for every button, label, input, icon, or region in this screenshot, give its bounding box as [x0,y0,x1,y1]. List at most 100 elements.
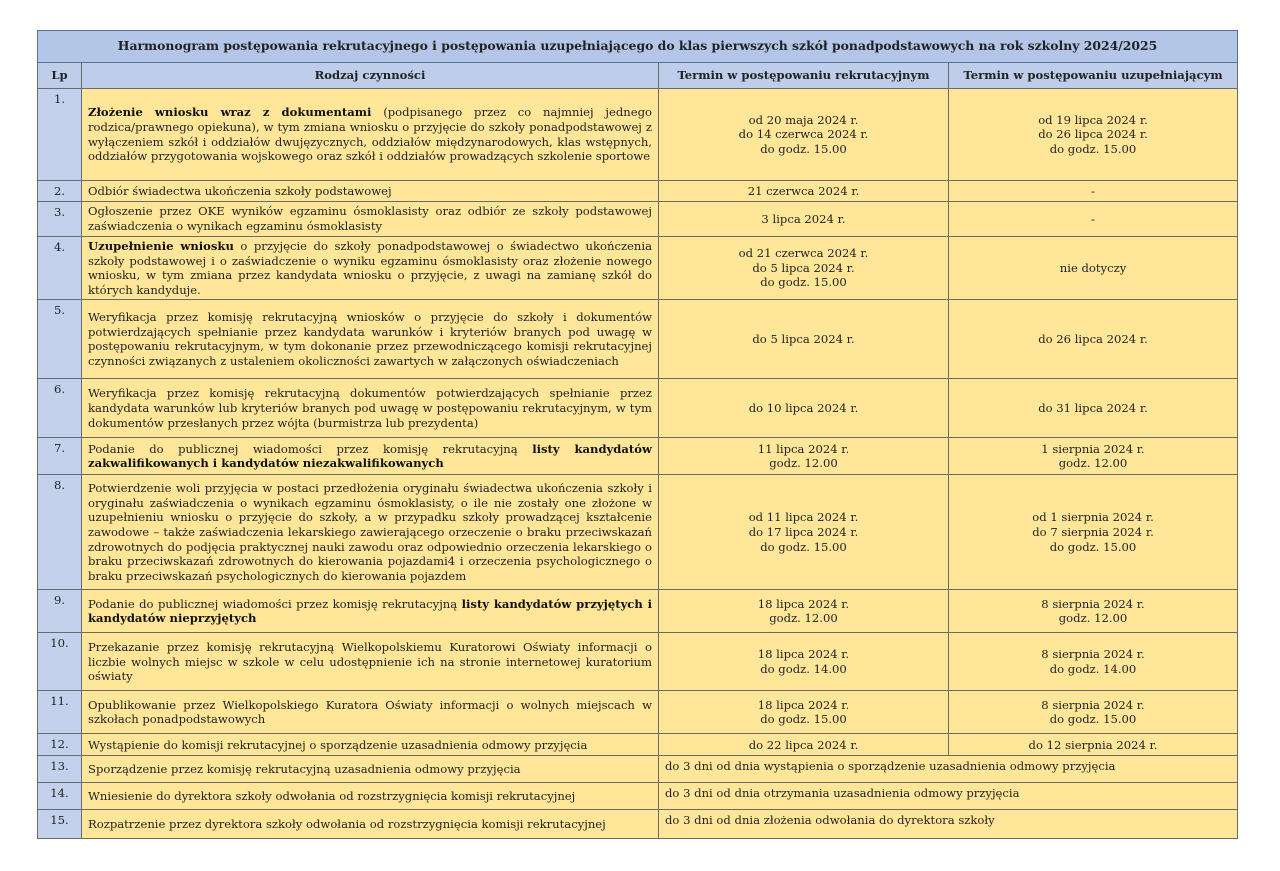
deadline-line: godz. 12.00 [1058,456,1128,471]
deadline-line: 3 lipca 2024 r. [761,211,846,226]
row-number: 1. [37,88,82,181]
deadline-line: do godz. 15.00 [1049,712,1137,727]
row-number: 13. [37,755,82,784]
deadline-line: do 22 lipca 2024 r. [748,737,859,752]
deadline-line: 21 czerwca 2024 r. [747,183,860,198]
deadline-line: od 19 lipca 2024 r. [1038,112,1148,127]
deadline-line: do godz. 14.00 [1049,661,1137,676]
table-row: 13. Sporządzenie przez komisję rekrutacyj… [37,755,1239,784]
recruitment-deadline: 3 lipca 2024 r. [658,201,949,237]
deadline-line: - [1091,211,1095,226]
deadline-line: do 5 lipca 2024 r. [752,260,855,275]
recruitment-deadline: 21 czerwca 2024 r. [658,180,949,202]
deadline-line: do 14 czerwca 2024 r. [738,127,869,142]
table-row: 15. Rozpatrzenie przez dyrektora szkoły o… [37,809,1239,840]
deadline-line: do godz. 15.00 [760,539,847,554]
deadline-line: - [1091,183,1095,198]
row-number: 6. [37,378,82,439]
table-row: 2. Odbiór świadectwa ukończenia szkoły po… [37,180,1239,202]
deadline-line: od 21 czerwca 2024 r. [738,246,869,261]
deadline-line: do 26 lipca 2024 r. [1038,332,1148,347]
activity-text: Potwierdzenie woli przyjęcia w postaci p… [88,481,652,583]
activity-cell: Ogłoszenie przez OKE wyników egzaminu ós… [81,201,659,237]
deadline-line: do 26 lipca 2024 r. [1038,127,1148,142]
supplementary-deadline: 8 sierpnia 2024 r. do godz. 15.00 [947,690,1239,735]
recruitment-deadline: 18 lipca 2024 r. godz. 12.00 [658,589,949,634]
supplementary-deadline: do 31 lipca 2024 r. [947,378,1239,439]
activity-text: (podpisanego przez co najmniej jednego r… [88,105,652,164]
activity-cell: Weryfikacja przez komisję rekrutacyjną w… [81,299,659,380]
activity-cell: Opublikowanie przez Wielkopolskiego Kura… [81,690,659,735]
deadline-line: do 5 lipca 2024 r. [752,332,855,347]
supplementary-deadline: 8 sierpnia 2024 r. do godz. 14.00 [947,632,1239,692]
header-lp: Lp [37,62,82,89]
table-row: 6. Weryfikacja przez komisję rekrutacyjną… [37,378,1239,439]
deadline-line: 8 sierpnia 2024 r. [1041,596,1145,611]
table-row: 11. Opublikowanie przez Wielkopolskiego K… [37,690,1239,735]
supplementary-deadline: od 1 sierpnia 2024 r. do 7 sierpnia 2024 … [947,474,1239,591]
activity-cell: Wniesienie do dyrektora szkoły odwołania… [81,782,659,811]
deadline-line: do 17 lipca 2024 r. [748,525,859,540]
recruitment-deadline: od 11 lipca 2024 r. do 17 lipca 2024 r. do… [658,474,949,591]
recruitment-deadline: do 22 lipca 2024 r. [658,733,949,757]
row-number: 5. [37,299,82,380]
deadline-merged: do 3 dni od dnia otrzymania uzasadnienia… [657,782,1239,811]
table-row: 9. Podanie do publicznej wiadomości przez… [37,589,1239,634]
activity-cell: Podanie do publicznej wiadomości przez k… [81,589,659,634]
deadline-merged: do 3 dni od dnia złożenia odwołania do d… [657,809,1239,840]
deadline-line: 18 lipca 2024 r. [757,596,850,611]
deadline-line: do 31 lipca 2024 r. [1038,401,1148,416]
deadline-line: do godz. 15.00 [760,275,847,290]
header-term2: Termin w postępowaniu uzupełniającym [947,62,1239,89]
activity-cell: Potwierdzenie woli przyjęcia w postaci p… [81,474,659,591]
activity-bold-text: Złożenie wniosku wraz z dokumentami [88,105,372,120]
activity-cell: Rozpatrzenie przez dyrektora szkoły odwo… [81,809,659,840]
activity-cell: Uzupełnienie wniosku o przyjęcie do szko… [81,235,659,301]
recruitment-deadline: 11 lipca 2024 r. godz. 12.00 [658,437,949,476]
deadline-line: od 20 maja 2024 r. [748,112,859,127]
deadline-line: do 7 sierpnia 2024 r. [1032,525,1154,540]
deadline-line: do godz. 15.00 [1049,141,1137,156]
supplementary-deadline: do 12 sierpnia 2024 r. [947,733,1239,757]
recruitment-deadline: do 10 lipca 2024 r. [658,378,949,439]
table-title: Harmonogram postępowania rekrutacyjnego … [36,30,1239,63]
activity-text: Wniesienie do dyrektora szkoły odwołania… [88,789,576,804]
deadline-line: do godz. 15.00 [760,712,847,727]
deadline-line: do 12 sierpnia 2024 r. [1028,737,1158,752]
header-activity: Rodzaj czynności [81,62,659,89]
row-number: 15. [37,809,82,840]
supplementary-deadline: 1 sierpnia 2024 r. godz. 12.00 [947,437,1239,476]
activity-bold-text: listy kandydatów przyjętych i kandydatów… [88,596,652,626]
activity-cell: Podanie do publicznej wiadomości przez k… [81,437,659,476]
deadline-line: od 1 sierpnia 2024 r. [1032,510,1154,525]
activity-text: Weryfikacja przez komisję rekrutacyjną w… [88,310,652,368]
recruitment-deadline: od 21 czerwca 2024 r. do 5 lipca 2024 r. d… [658,235,949,301]
activity-cell: Wystąpienie do komisji rekrutacyjnej o s… [81,733,659,757]
activity-cell: Odbiór świadectwa ukończenia szkoły pods… [81,180,659,202]
table-row: 5. Weryfikacja przez komisję rekrutacyjną… [37,299,1239,380]
deadline-line: do godz. 14.00 [760,661,847,676]
activity-bold-text: listy kandydatów zakwalifikowanych i kan… [88,441,652,471]
table-row: 3. Ogłoszenie przez OKE wyników egzaminu … [37,201,1239,237]
header-term1: Termin w postępowaniu rekrutacyjnym [658,62,949,89]
row-number: 14. [37,782,82,811]
activity-cell: Złożenie wniosku wraz z dokumentami (pod… [81,88,659,181]
row-number: 3. [37,201,82,237]
supplementary-deadline: do 26 lipca 2024 r. [947,299,1239,380]
deadline-line: 18 lipca 2024 r. [757,647,850,662]
activity-text: Opublikowanie przez Wielkopolskiego Kura… [88,697,652,727]
activity-text: Weryfikacja przez komisję rekrutacyjną d… [88,386,652,430]
activity-cell: Weryfikacja przez komisję rekrutacyjną d… [81,378,659,439]
row-number: 9. [37,589,82,634]
deadline-line: do 10 lipca 2024 r. [748,401,859,416]
deadline-line: od 11 lipca 2024 r. [748,510,859,525]
recruitment-deadline: 18 lipca 2024 r. do godz. 15.00 [658,690,949,735]
deadline-merged: do 3 dni od dnia wystąpienia o sporządze… [657,755,1239,784]
deadline-line: do godz. 15.00 [760,141,847,156]
deadline-line: 18 lipca 2024 r. [757,697,850,712]
row-number: 12. [37,733,82,757]
row-number: 8. [37,474,82,591]
deadline-line: godz. 12.00 [769,456,838,471]
activity-text: Przekazanie przez komisję rekrutacyjną W… [88,639,652,684]
recruitment-deadline: 18 lipca 2024 r. do godz. 14.00 [658,632,949,692]
